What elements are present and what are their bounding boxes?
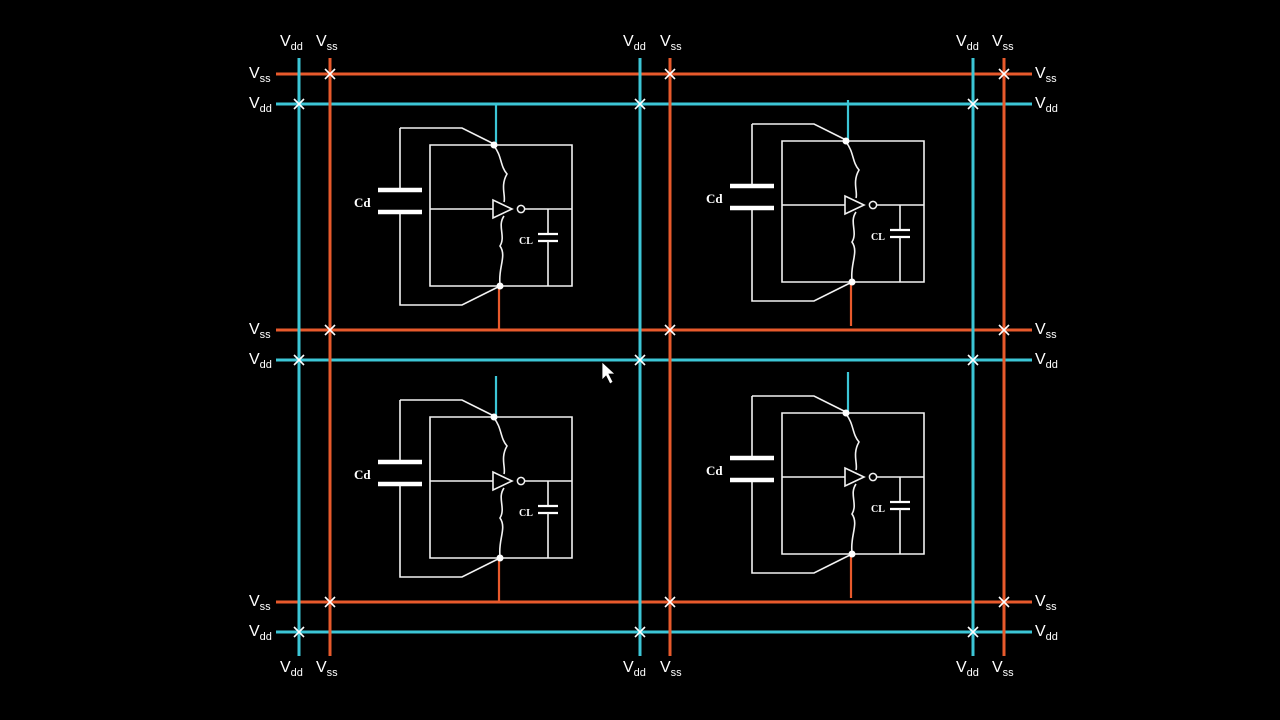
inverter-bubble — [868, 200, 878, 210]
inverter-cell: Cd CL — [706, 100, 925, 326]
node-dot — [490, 413, 498, 421]
rail-label-vss: Vss — [992, 33, 1014, 53]
node-dot — [496, 554, 504, 562]
intersection-cross — [634, 98, 646, 110]
intersection-cross — [967, 98, 979, 110]
rail-label-vss: Vss — [992, 659, 1014, 679]
node-dot — [842, 137, 850, 145]
cl-label: CL — [871, 504, 885, 515]
cells: Cd CL Cd CL Cd CL Cd CL — [354, 100, 925, 602]
inverter-bubble — [516, 476, 526, 486]
intersection-cross — [998, 324, 1010, 336]
inverter-cell: Cd CL — [354, 104, 573, 330]
intersection-cross — [664, 596, 676, 608]
rail-label-vdd: Vdd — [1035, 95, 1058, 115]
cd-label: Cd — [706, 463, 723, 478]
intersection-cross — [324, 324, 336, 336]
rail-label-vss: Vss — [316, 33, 338, 53]
inverter-cell: Cd CL — [354, 376, 573, 602]
intersection-cross — [634, 626, 646, 638]
rail-label-vdd: Vdd — [623, 33, 646, 53]
node-dot — [848, 550, 856, 558]
inverter-bubble — [516, 204, 526, 214]
rail-label-vdd: Vdd — [956, 33, 979, 53]
grid-intersections — [293, 68, 1010, 638]
node-dot — [496, 282, 504, 290]
rail-label-vss: Vss — [1035, 65, 1057, 85]
rail-label-vdd: Vdd — [280, 33, 303, 53]
cl-label: CL — [519, 236, 533, 247]
intersection-cross — [324, 68, 336, 80]
rail-label-vss: Vss — [249, 321, 271, 341]
intersection-cross — [324, 596, 336, 608]
rail-label-vss: Vss — [249, 65, 271, 85]
cd-label: Cd — [354, 195, 371, 210]
rail-label-vss: Vss — [660, 33, 682, 53]
rail-labels: Vdd Vdd Vss Vss Vdd Vdd Vss Vss Vdd Vdd Vss Vss Vss V… — [249, 33, 1058, 679]
inverter-bubble — [868, 472, 878, 482]
intersection-cross — [998, 596, 1010, 608]
rail-label-vdd: Vdd — [623, 659, 646, 679]
intersection-cross — [998, 68, 1010, 80]
cl-label: CL — [871, 232, 885, 243]
rail-label-vdd: Vdd — [280, 659, 303, 679]
cl-label: CL — [519, 508, 533, 519]
arrow-cursor-icon — [601, 361, 617, 385]
intersection-cross — [293, 98, 305, 110]
intersection-cross — [664, 324, 676, 336]
rail-label-vdd: Vdd — [249, 623, 272, 643]
rail-label-vdd: Vdd — [1035, 623, 1058, 643]
rail-label-vss: Vss — [1035, 593, 1057, 613]
inverter-cell: Cd CL — [706, 372, 925, 598]
rail-label-vss: Vss — [660, 659, 682, 679]
node-dot — [842, 409, 850, 417]
cd-label: Cd — [354, 467, 371, 482]
rail-label-vdd: Vdd — [1035, 351, 1058, 371]
intersection-cross — [967, 354, 979, 366]
rail-label-vdd: Vdd — [249, 351, 272, 371]
rail-label-vdd: Vdd — [956, 659, 979, 679]
intersection-cross — [967, 626, 979, 638]
rail-label-vss: Vss — [249, 593, 271, 613]
power-rails — [276, 58, 1032, 656]
rail-label-vdd: Vdd — [249, 95, 272, 115]
rail-label-vss: Vss — [1035, 321, 1057, 341]
intersection-cross — [293, 354, 305, 366]
intersection-cross — [634, 354, 646, 366]
rail-label-vss: Vss — [316, 659, 338, 679]
intersection-cross — [664, 68, 676, 80]
intersection-cross — [293, 626, 305, 638]
node-dot — [490, 141, 498, 149]
cursor — [601, 361, 617, 385]
cd-label: Cd — [706, 191, 723, 206]
node-dot — [848, 278, 856, 286]
